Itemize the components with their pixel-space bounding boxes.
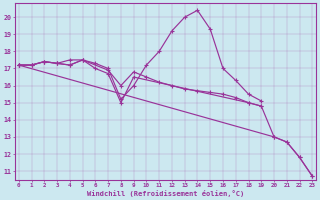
X-axis label: Windchill (Refroidissement éolien,°C): Windchill (Refroidissement éolien,°C) (87, 190, 244, 197)
